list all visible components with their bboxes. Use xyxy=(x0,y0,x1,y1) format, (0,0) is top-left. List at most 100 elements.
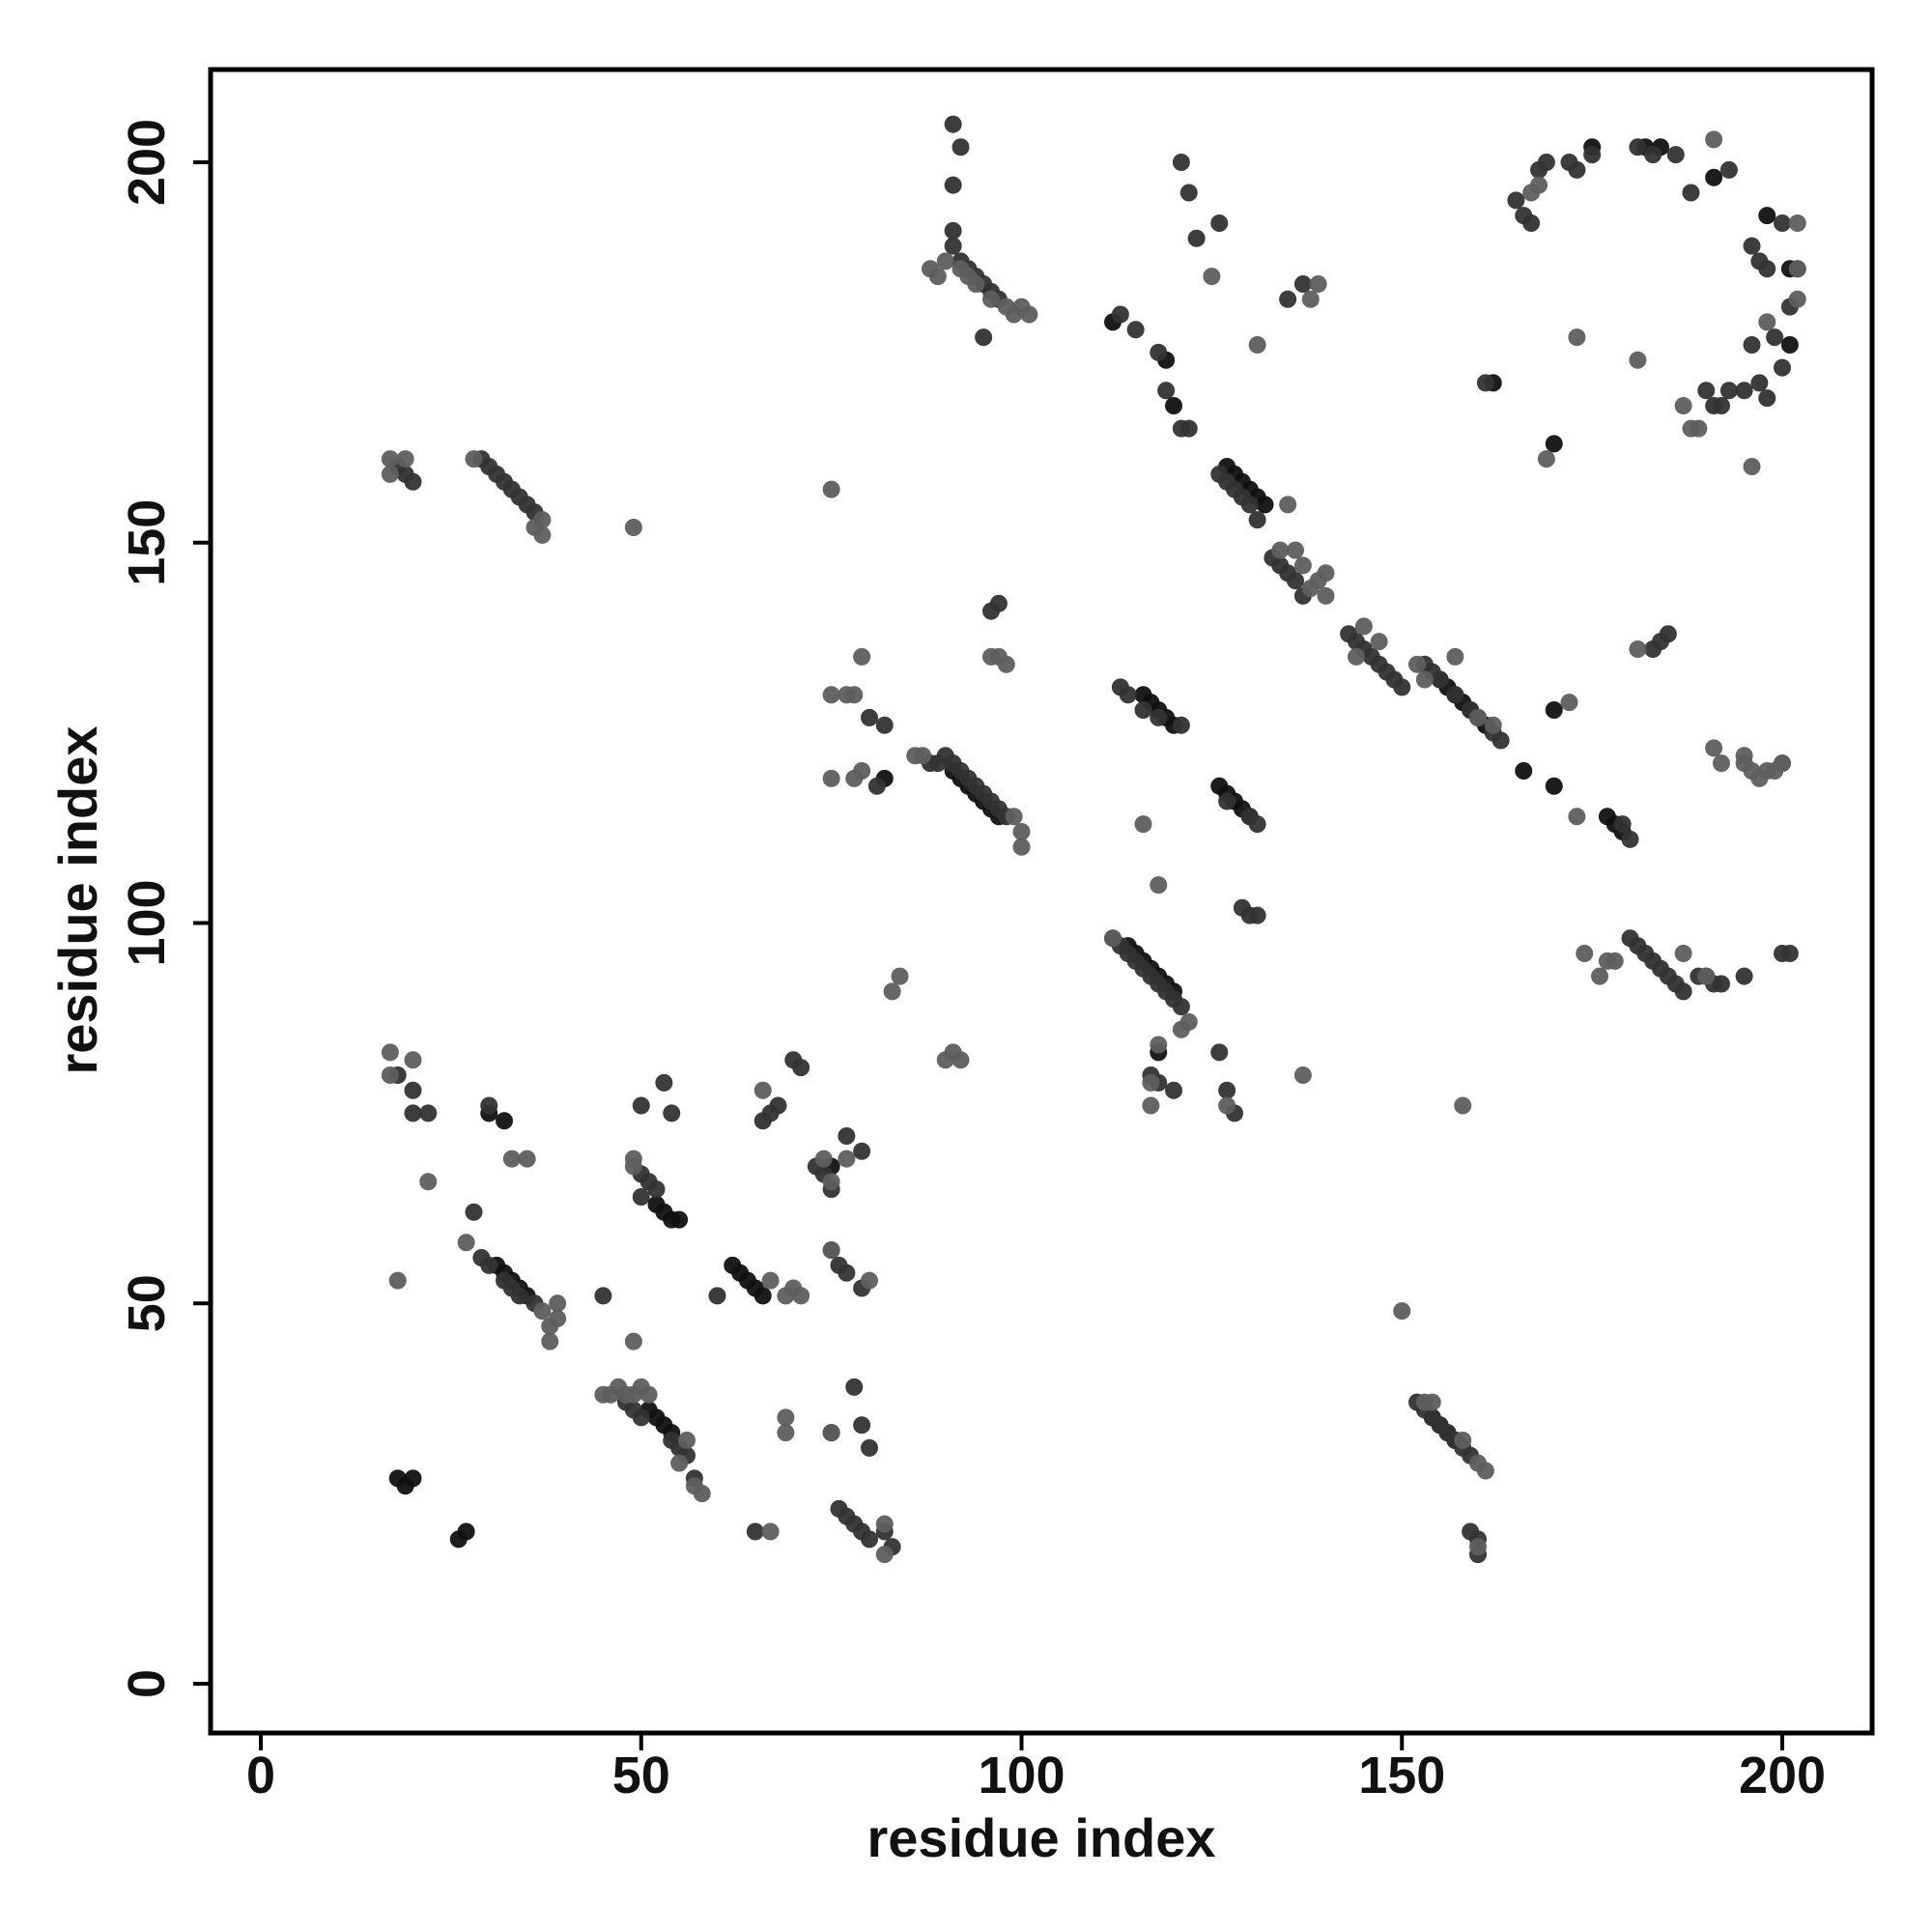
data-point xyxy=(404,1081,422,1099)
data-point xyxy=(533,511,552,529)
data-point xyxy=(1165,1081,1182,1099)
y-tick-label: 50 xyxy=(118,1274,176,1332)
data-point xyxy=(502,1150,521,1168)
data-point xyxy=(1248,336,1266,354)
y-axis: 0 50 100 150 200 xyxy=(118,119,211,1698)
data-point xyxy=(944,176,962,194)
data-point xyxy=(670,1210,689,1229)
data-point xyxy=(838,1264,856,1282)
data-point xyxy=(1218,1096,1236,1115)
data-point xyxy=(1218,792,1236,810)
data-point xyxy=(861,1271,878,1290)
data-point xyxy=(1203,268,1221,286)
data-point xyxy=(381,1043,399,1062)
data-point xyxy=(853,1142,871,1160)
data-point xyxy=(1179,419,1198,438)
data-point xyxy=(510,1287,528,1305)
data-point xyxy=(1446,686,1464,704)
data-point xyxy=(708,1287,726,1305)
data-point xyxy=(1743,458,1761,475)
data-point xyxy=(449,1530,468,1548)
data-point xyxy=(1248,815,1266,834)
y-tick-label: 200 xyxy=(118,119,176,206)
data-point xyxy=(624,519,642,536)
data-point xyxy=(814,1150,833,1168)
data-point xyxy=(1348,647,1365,666)
data-point xyxy=(1012,838,1031,856)
y-tick-label: 100 xyxy=(118,879,176,966)
data-point xyxy=(1758,260,1776,278)
data-point xyxy=(457,1234,475,1252)
data-point xyxy=(914,747,932,765)
data-point xyxy=(928,268,947,286)
data-point xyxy=(639,1385,658,1404)
data-point xyxy=(838,1150,856,1168)
data-point xyxy=(1309,275,1327,293)
data-point xyxy=(891,967,909,985)
data-point xyxy=(678,1432,696,1449)
data-point xyxy=(655,1073,673,1092)
data-point xyxy=(761,1271,780,1290)
data-point xyxy=(1713,754,1730,773)
data-point xyxy=(1469,1538,1487,1556)
data-point xyxy=(777,1424,795,1442)
data-point xyxy=(1354,617,1373,636)
data-point xyxy=(792,1287,810,1305)
data-point xyxy=(1674,982,1692,1001)
x-axis: 0 50 100 150 200 xyxy=(246,1733,1826,1804)
data-point xyxy=(1454,1432,1472,1449)
data-point xyxy=(1150,343,1168,361)
data-point xyxy=(1576,945,1594,962)
data-point xyxy=(1713,397,1730,414)
data-point xyxy=(1750,374,1769,392)
data-point xyxy=(1735,967,1753,985)
data-point xyxy=(822,1241,840,1260)
data-point xyxy=(875,1515,894,1533)
data-point xyxy=(1629,351,1647,369)
data-point xyxy=(1134,701,1152,719)
data-point xyxy=(822,686,840,704)
data-point xyxy=(419,1104,438,1122)
data-point xyxy=(861,1530,878,1548)
data-point xyxy=(867,777,886,795)
data-point xyxy=(1293,1066,1312,1084)
data-point xyxy=(1119,686,1137,704)
data-point xyxy=(1560,694,1578,712)
data-point xyxy=(624,1332,642,1350)
data-point xyxy=(1020,305,1038,324)
data-point xyxy=(1605,952,1624,970)
data-point xyxy=(975,328,993,347)
data-point xyxy=(404,1469,422,1488)
data-point xyxy=(1005,808,1023,826)
data-point xyxy=(381,465,399,483)
y-tick-label: 0 xyxy=(118,1669,176,1698)
data-point xyxy=(541,1332,559,1350)
x-tick-label: 0 xyxy=(246,1747,275,1804)
data-point xyxy=(861,1438,878,1457)
data-point xyxy=(822,1173,840,1191)
data-point xyxy=(1735,747,1753,765)
data-point xyxy=(1476,374,1494,392)
data-point xyxy=(1591,967,1608,985)
data-point xyxy=(632,1188,650,1206)
data-point xyxy=(875,716,894,734)
data-point xyxy=(533,526,552,544)
data-point xyxy=(746,1522,764,1541)
data-point xyxy=(1666,146,1685,164)
data-point xyxy=(1172,154,1190,171)
data-point xyxy=(465,450,483,469)
data-point xyxy=(1788,290,1806,308)
data-point xyxy=(647,1180,666,1199)
data-point xyxy=(1682,419,1700,438)
data-point xyxy=(396,450,414,469)
data-point xyxy=(1301,290,1320,308)
data-point xyxy=(1719,382,1738,400)
data-point xyxy=(1758,313,1776,331)
data-point xyxy=(1111,305,1129,324)
data-point xyxy=(1629,138,1647,156)
data-point xyxy=(1179,1012,1198,1031)
data-point xyxy=(1454,1096,1472,1115)
data-point xyxy=(1719,160,1738,179)
data-point xyxy=(845,686,864,704)
data-point xyxy=(404,472,422,491)
